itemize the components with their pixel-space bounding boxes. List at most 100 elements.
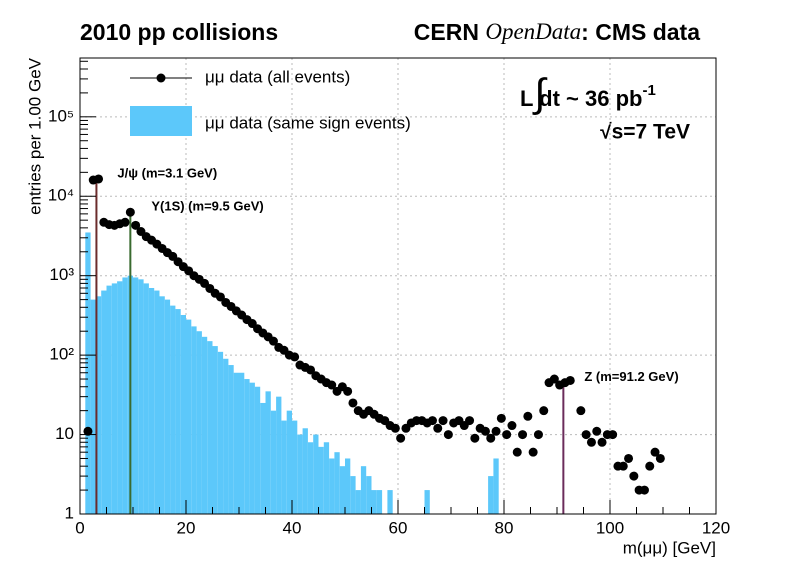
x-tick-label: 20 [177,518,196,537]
data-point [480,426,490,436]
x-tick-label: 60 [389,518,408,537]
title-part: CERN [414,19,479,45]
data-point [125,207,135,217]
data-point [443,430,453,440]
histogram-bar [101,290,107,514]
data-point [645,461,655,471]
data-point [491,426,501,436]
data-point [327,380,337,390]
title-part: : CMS data [581,19,700,45]
data-point [565,375,575,385]
histogram-bar [329,458,335,514]
histogram-bar [122,277,128,514]
luminosity: L dt ~ 36 pb-1 [520,82,656,111]
histogram-bar [164,299,171,514]
data-point [438,416,448,426]
histogram-bar [249,382,255,514]
chart-title: 2010 pp collisions [80,19,278,45]
integral-sign: ∫ [533,72,549,116]
histogram-bar [424,490,430,514]
y-tick-label: 10 [55,424,74,443]
histogram-bar [286,410,292,514]
data-point [502,430,512,440]
data-point [390,423,400,433]
x-tick-label: 40 [283,518,302,537]
x-tick-label: 80 [495,518,514,537]
resonance-label: J/ψ (m=3.1 GeV) [117,165,217,180]
data-point [618,461,628,471]
data-point [608,430,618,440]
histogram-bar [318,446,324,514]
data-point [507,421,517,431]
histogram-bar [159,296,165,514]
histogram-bar [371,490,377,514]
histogram-bar [376,490,383,514]
data-point [629,471,639,481]
histogram-bar [223,358,229,514]
histogram-bar [297,434,303,514]
histogram-bar [488,476,494,514]
histogram-bar [90,299,96,514]
histogram-bar [95,296,102,514]
histogram-bar [493,458,499,514]
histogram-bar [276,396,282,514]
histogram-bar [138,279,144,514]
data-point [586,437,596,447]
data-point [528,447,538,457]
data-point [518,430,528,440]
histogram-bar [281,420,287,514]
histogram-bar [117,281,123,514]
histogram-bar [106,285,112,514]
histogram-bar [265,391,271,514]
legend-swatch [130,106,192,136]
y-axis-label: entries per 1.00 GeV [25,57,44,215]
histogram-bar [143,283,149,514]
resonance-label: Υ(1S) (m=9.5 GeV) [151,199,263,214]
histogram-bar [339,466,345,514]
histogram-bar [334,452,340,514]
data-point [639,485,649,495]
data-point [131,220,141,230]
data-point [433,423,443,433]
data-point [592,426,602,436]
data-point [465,416,475,426]
data-point [120,217,130,227]
data-point [533,430,543,440]
data-point [539,406,549,416]
histogram-bar [244,379,250,514]
histogram-bar [133,277,139,514]
histogram-bar [270,410,277,514]
histogram-bar [217,351,224,514]
histogram-bar [175,309,181,514]
legend-label: μμ data (same sign events) [205,113,411,132]
data-point [343,386,353,396]
histogram-bar [345,458,351,514]
histogram-bar [180,314,186,514]
histogram-bar [201,336,208,514]
histogram-bar [292,420,298,514]
y-tick-label: 10⁴ [48,186,74,205]
data-point [512,447,522,457]
histogram-bar [254,386,261,514]
data-point [496,413,506,423]
data-point [470,433,480,443]
histogram-bar [260,402,266,514]
data-point [655,453,665,463]
y-tick-label: 1 [65,503,74,522]
y-tick-label: 10³ [49,265,74,284]
data-point [83,426,93,436]
resonance-label: Z (m=91.2 GeV) [584,369,678,384]
histogram-bar [239,372,245,514]
data-point [268,336,278,346]
histogram-bar [323,442,330,514]
histogram-bar [313,434,319,514]
histogram-bar [191,326,197,514]
data-point [581,430,591,440]
data-point [486,433,496,443]
histogram-bar [111,283,118,514]
data-point [576,406,586,416]
histogram-bar [148,287,155,514]
data-point [597,437,607,447]
